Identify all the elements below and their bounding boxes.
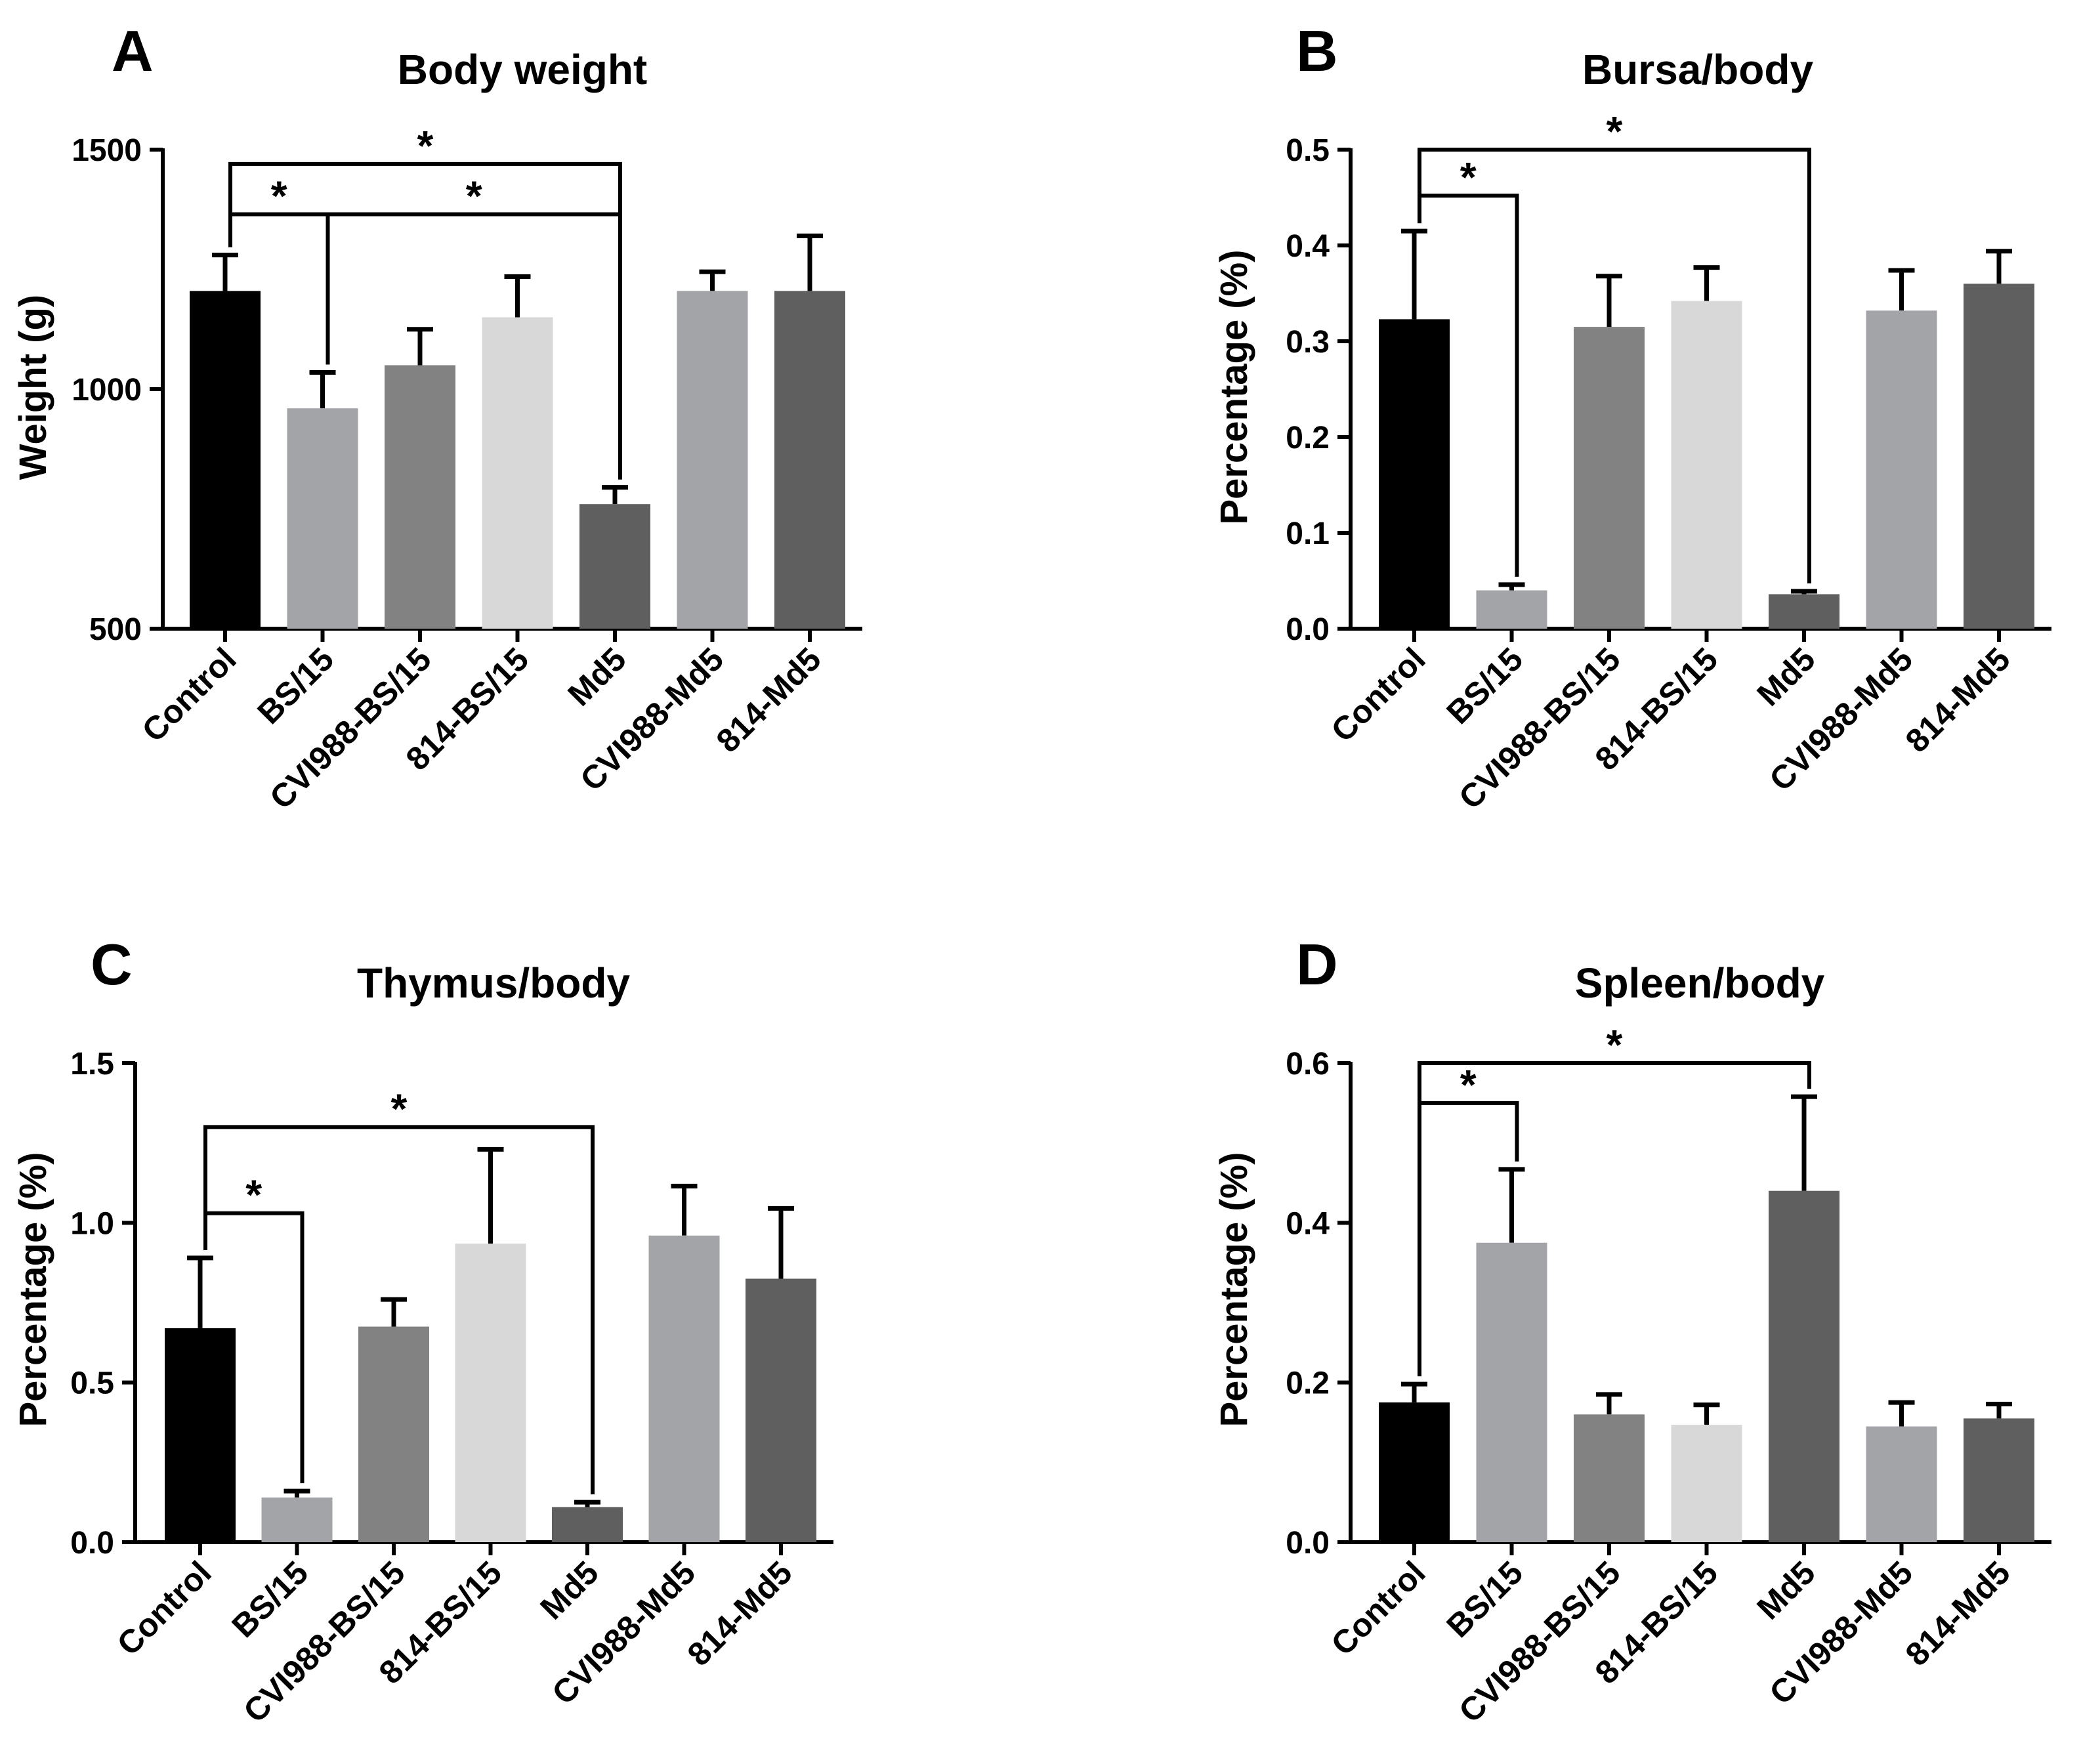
panel-b-category-label: 814-Md5 — [1899, 640, 2017, 759]
panel-b-title: Bursa/body — [1582, 46, 1813, 93]
panel-b-category-label: BS/15 — [1439, 640, 1530, 731]
panel-b-significance-bracket — [1418, 148, 1811, 584]
panel-c-significance-bracket — [203, 1125, 595, 1495]
panel-letter-a: A — [112, 18, 154, 83]
panel-d-category-label: Control — [1324, 1554, 1433, 1662]
panel-letter-b: B — [1296, 18, 1338, 83]
panel-c-y-tick-label: 0.5 — [70, 1366, 114, 1401]
panel-letter-d: D — [1296, 932, 1338, 997]
panel-c-bar — [455, 1243, 526, 1542]
panel-d-significance-bracket — [1418, 1101, 1519, 1377]
panel-b-y-tick-label: 0.0 — [1286, 612, 1330, 647]
panel-d: D Spleen/body Percentage (%) 0.0 0.2 0.4 0.… — [1213, 932, 2051, 1730]
panel-b-significance-star: * — [1607, 108, 1623, 155]
panel-c-significance-star: * — [245, 1171, 262, 1219]
panel-b-bar — [1964, 284, 2034, 629]
panel-b-y-axis-label: Percentage (%) — [1213, 249, 1255, 524]
panel-a-bar — [579, 504, 650, 629]
panel-c-significance-bracket — [203, 1211, 305, 1484]
panel-a-significance-star: * — [271, 173, 287, 220]
panel-c-bar — [358, 1326, 429, 1542]
panel-a-y-tick-label: 500 — [89, 612, 142, 647]
panel-b-y-tick-label: 0.4 — [1286, 229, 1330, 264]
panel-c-bar — [552, 1507, 623, 1542]
panel-c-y-tick-label: 0.0 — [70, 1526, 114, 1561]
panel-a-category-label: BS/15 — [250, 640, 341, 731]
panel-letter-c: C — [91, 932, 133, 997]
panel-a-y-axis-label: Weight (g) — [12, 295, 54, 480]
panel-b-bar — [1866, 310, 1937, 629]
panel-d-category-label: Md5 — [1750, 1554, 1822, 1626]
panel-c-bar — [746, 1278, 816, 1542]
panel-c-bar — [165, 1328, 236, 1542]
panel-c-bar — [261, 1497, 333, 1542]
panel-b-bar — [1769, 594, 1839, 629]
panel-c-title: Thymus/body — [357, 959, 630, 1007]
panel-b-bar — [1671, 301, 1742, 629]
panel-d-title: Spleen/body — [1575, 959, 1825, 1007]
panel-a: A Body weight Weight (g) 500 1000 1500 Cont… — [12, 18, 862, 816]
panel-a-y-tick-label: 1500 — [72, 133, 142, 168]
panel-b-bar — [1379, 319, 1450, 629]
panel-a-bar — [190, 291, 261, 629]
panel-a-bar — [677, 291, 748, 629]
panel-b-significance-star: * — [1460, 154, 1477, 201]
panel-d-bar — [1769, 1190, 1839, 1542]
panel-c-category-label: BS/15 — [224, 1554, 315, 1645]
panel-c-category-label: 814-Md5 — [681, 1554, 799, 1673]
panel-c-y-tick-label: 1.0 — [70, 1206, 114, 1241]
panel-d-significance-star: * — [1460, 1061, 1477, 1108]
panel-a-significance-bracket — [326, 212, 622, 480]
panel-b-y-tick-label: 0.3 — [1286, 325, 1330, 360]
panel-a-significance-star: * — [417, 122, 434, 169]
panel-d-y-tick-label: 0.4 — [1286, 1206, 1330, 1241]
panel-d-bar — [1671, 1425, 1742, 1542]
panel-a-category-label: Control — [135, 640, 243, 749]
panel-d-y-tick-label: 0.2 — [1286, 1366, 1330, 1401]
panel-c-y-axis-label: Percentage (%) — [12, 1152, 54, 1427]
panel-d-y-tick-label: 0.0 — [1286, 1526, 1330, 1561]
panel-d-bar — [1866, 1426, 1937, 1542]
panel-d-bar — [1476, 1242, 1547, 1542]
panel-d-y-axis-label: Percentage (%) — [1213, 1152, 1255, 1427]
panel-c-significance-star: * — [391, 1085, 408, 1132]
panel-a-bar — [385, 365, 455, 629]
panel-d-bar — [1379, 1402, 1450, 1542]
panel-a-category-label: 814-Md5 — [709, 640, 828, 759]
panel-b-category-label: Control — [1324, 640, 1433, 749]
panel-a-category-label: Md5 — [560, 640, 633, 713]
panel-d-category-label: 814-Md5 — [1899, 1554, 2017, 1673]
panel-b-y-tick-label: 0.1 — [1286, 516, 1330, 551]
panel-a-bar — [287, 408, 358, 629]
panel-b-bar — [1574, 327, 1645, 629]
panel-a-y-tick-label: 1000 — [72, 373, 142, 408]
panel-a-title: Body weight — [398, 46, 647, 93]
panel-a-significance-star: * — [466, 173, 482, 220]
panel-d-y-tick-label: 0.6 — [1286, 1047, 1330, 1082]
panel-d-bar — [1964, 1418, 2034, 1542]
panel-d-bar — [1574, 1414, 1645, 1542]
panel-b-y-tick-label: 0.2 — [1286, 421, 1330, 455]
panel-b-category-label: Md5 — [1750, 640, 1822, 713]
panel-a-bar — [482, 317, 553, 629]
panel-b-significance-bracket — [1418, 194, 1519, 577]
panel-c-y-tick-label: 1.5 — [70, 1047, 114, 1082]
panel-c: C Thymus/body Percentage (%) 0.0 0.5 1.0 1.… — [12, 932, 833, 1730]
panel-b-y-tick-label: 0.5 — [1286, 133, 1330, 168]
panel-c-category-label: Control — [110, 1554, 219, 1662]
panel-b: B Bursa/body Percentage (%) 0.0 0.1 0.2 0.3… — [1213, 18, 2051, 816]
panel-a-bar — [774, 291, 845, 629]
panel-d-significance-star: * — [1607, 1021, 1623, 1068]
panel-c-bar — [648, 1235, 720, 1542]
panel-d-category-label: BS/15 — [1439, 1554, 1530, 1645]
panel-b-bar — [1476, 590, 1547, 629]
panel-c-category-label: Md5 — [533, 1554, 605, 1626]
